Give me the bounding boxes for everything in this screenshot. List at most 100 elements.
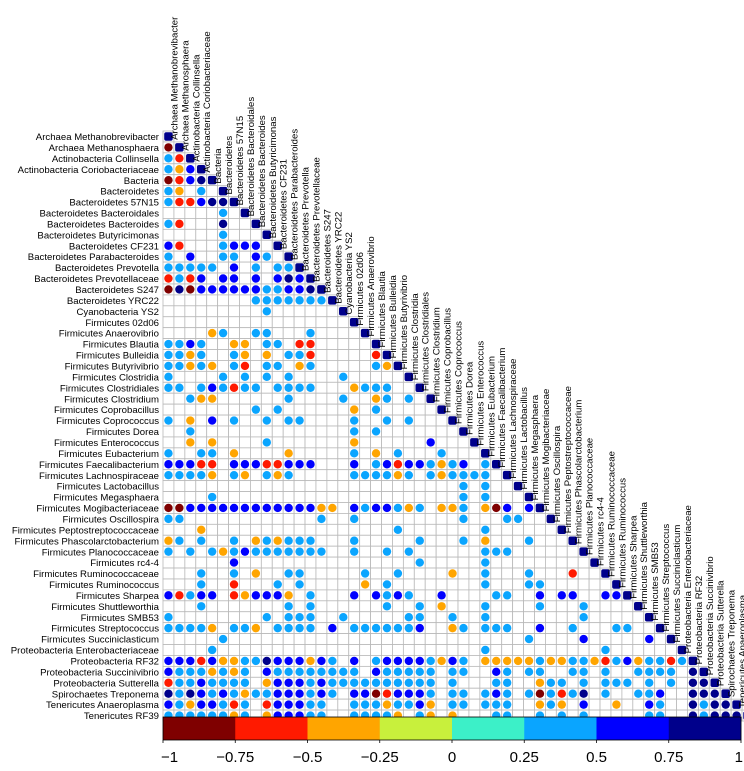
correlation-dot	[284, 700, 293, 709]
correlation-dot	[535, 602, 545, 611]
correlation-dot	[426, 438, 435, 447]
grid-cell	[260, 261, 273, 274]
grid-cell	[621, 698, 634, 711]
correlation-dot	[371, 449, 381, 458]
correlation-dot	[371, 383, 381, 392]
grid-cell	[512, 698, 524, 711]
grid-cell	[479, 633, 492, 645]
grid-cell	[337, 556, 350, 569]
correlation-dot	[218, 197, 228, 207]
correlation-dot	[186, 339, 195, 349]
correlation-dot	[306, 460, 315, 469]
grid-cell	[260, 644, 273, 656]
grid-cell	[293, 556, 306, 569]
grid-cell	[402, 513, 415, 525]
correlation-dot	[175, 514, 184, 524]
grid-cell	[392, 578, 404, 591]
correlation-dot	[186, 700, 195, 709]
correlation-dot	[481, 547, 490, 556]
grid-cell	[173, 207, 186, 219]
grid-cell	[304, 392, 317, 405]
correlation-dot	[251, 547, 261, 556]
correlation-dot	[448, 503, 457, 513]
grid-cell	[239, 392, 251, 405]
correlation-dot	[164, 416, 173, 425]
grid-cell	[315, 338, 328, 350]
grid-cell	[435, 611, 448, 624]
correlation-dot	[229, 569, 239, 578]
grid-cell	[359, 534, 371, 547]
column-label: Firmicutes Clostridia	[410, 293, 421, 381]
correlation-dot	[306, 689, 315, 698]
diagonal-cell	[371, 339, 381, 349]
correlation-dot	[251, 328, 261, 338]
diagonal-cell	[207, 175, 217, 185]
diagonal-cell	[229, 197, 239, 207]
grid-cell	[599, 622, 612, 634]
diagonal-cell	[459, 427, 468, 436]
grid-cell	[173, 250, 186, 263]
grid-cell	[239, 644, 251, 656]
correlation-dot	[164, 154, 173, 163]
correlation-dot	[273, 623, 282, 633]
correlation-dot	[273, 339, 282, 349]
correlation-dot	[262, 350, 271, 360]
correlation-dot	[382, 416, 392, 425]
grid-cell	[381, 611, 393, 624]
correlation-dot	[164, 274, 173, 283]
correlation-dot	[524, 634, 534, 644]
correlation-dot	[339, 372, 348, 382]
correlation-dot	[164, 219, 173, 229]
grid-cell	[282, 480, 295, 492]
grid-cell	[260, 567, 273, 580]
grid-cell	[534, 534, 546, 547]
grid-cell	[545, 534, 557, 547]
grid-cell	[162, 633, 175, 645]
diagonal-cell	[546, 514, 556, 524]
correlation-dot	[437, 460, 446, 469]
grid-cell	[446, 491, 459, 503]
correlation-dot	[284, 536, 293, 545]
grid-cell	[282, 403, 295, 416]
grid-cell	[512, 687, 524, 700]
grid-cell	[228, 611, 240, 624]
grid-cell	[315, 381, 328, 394]
diagonal-cell	[426, 394, 435, 403]
correlation-dot	[164, 591, 173, 600]
correlation-dot	[175, 503, 184, 513]
grid-cell	[304, 436, 317, 449]
colorbar-tick-label: 0.5	[586, 749, 607, 766]
grid-cell	[512, 611, 524, 624]
grid-cell	[271, 316, 284, 329]
grid-cell	[424, 633, 437, 645]
grid-cell	[512, 556, 524, 569]
correlation-dot	[251, 296, 261, 305]
correlation-dot	[175, 591, 184, 600]
grid-cell	[337, 447, 350, 460]
row-label: Bacteroidetes Bacteroidales	[40, 209, 160, 220]
correlation-dot	[328, 678, 337, 687]
correlation-dot	[448, 569, 457, 578]
grid-cell	[162, 228, 175, 241]
correlation-dot	[197, 678, 206, 687]
correlation-dot	[590, 656, 599, 666]
correlation-dot	[295, 383, 304, 392]
correlation-dot	[186, 623, 195, 633]
diagonal-cell	[677, 645, 687, 655]
grid-cell	[424, 480, 437, 492]
correlation-dot	[273, 536, 282, 545]
grid-cell	[282, 425, 295, 438]
row-label: Firmicutes Planococcaceae	[42, 547, 159, 558]
grid-cell	[271, 349, 284, 361]
correlation-dot	[448, 700, 457, 709]
correlation-dot	[218, 208, 228, 218]
correlation-dot	[688, 689, 698, 698]
correlation-dot	[524, 580, 534, 589]
grid-cell	[370, 480, 382, 492]
correlation-dot	[382, 623, 392, 633]
grid-cell	[228, 327, 240, 339]
grid-cell	[293, 600, 306, 613]
grid-cell	[577, 644, 590, 656]
colorbar-tick-label: −0.5	[293, 749, 323, 766]
grid-cell	[315, 644, 328, 656]
